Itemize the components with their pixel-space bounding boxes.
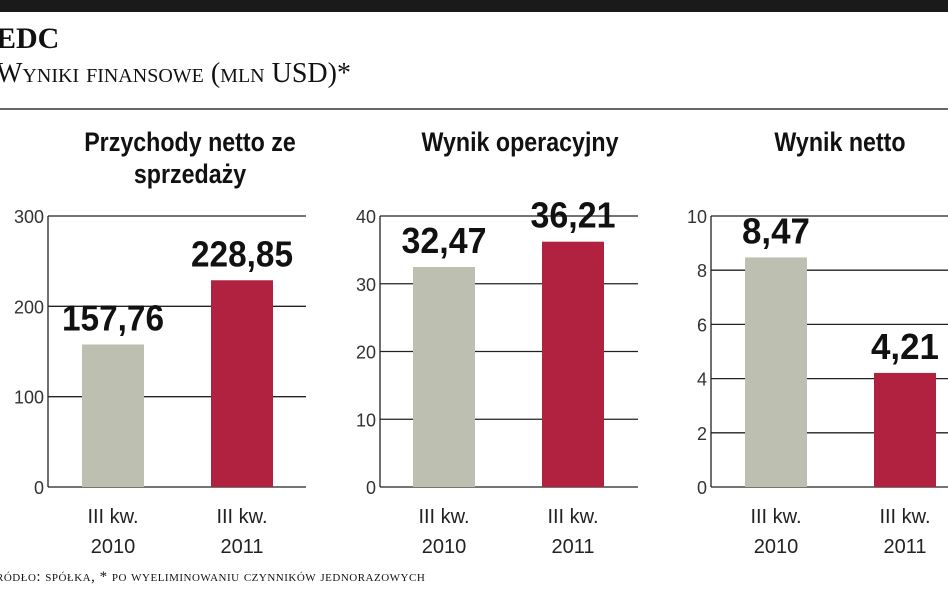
y-tick-label: 0 [366,478,376,498]
x-tick-label: 2011 [220,536,263,558]
y-tick-label: 300 [14,207,44,227]
data-label: 36,21 [531,195,616,236]
data-label: 32,47 [402,220,487,261]
y-tick-label: 200 [14,297,44,317]
x-tick-label: 2010 [91,536,136,558]
bar [82,344,144,487]
x-tick-label: 2010 [754,536,799,558]
y-tick-label: 100 [14,388,44,408]
y-tick-label: 4 [697,370,707,390]
y-tick-label: 20 [356,343,376,363]
data-label: 157,76 [62,297,164,338]
x-tick-label: 2010 [422,536,467,558]
x-tick-label: III kw. [879,506,930,528]
data-label: 8,47 [742,210,810,251]
x-tick-label: 2011 [883,536,926,558]
y-tick-label: 10 [356,410,376,430]
y-tick-label: 10 [687,207,707,227]
y-tick-label: 6 [697,315,707,335]
data-label: 4,21 [871,326,939,367]
x-tick-label: III kw. [216,506,267,528]
bar [874,372,936,487]
y-tick-label: 2 [697,424,707,444]
y-tick-label: 40 [356,207,376,227]
x-tick-label: III kw. [87,506,138,528]
bar [211,280,273,487]
x-tick-label: III kw. [750,506,801,528]
y-tick-label: 0 [34,478,44,498]
company-name: EDC [0,22,60,55]
bar [542,241,604,487]
panel-title-operating: Wynik operacyjny [421,127,619,157]
y-tick-label: 8 [697,261,707,281]
y-tick-label: 30 [356,275,376,295]
panel-title-revenue: Przychody netto ze sprzedaży [84,127,296,189]
x-tick-label: III kw. [547,506,598,528]
source-note: ródło: spółka, * po wyeliminowaniu czynn… [0,569,426,585]
figure-subtitle: Wyniki finansowe (mln USD)* [0,58,351,89]
panel-title-net: Wynik netto [774,127,906,157]
data-label: 228,85 [191,233,293,274]
x-tick-label: III kw. [418,506,469,528]
x-tick-label: 2011 [551,536,594,558]
header-rule [0,108,948,110]
bar [413,267,475,487]
y-tick-label: 0 [697,478,707,498]
bar [745,257,807,487]
top-bar [0,0,948,12]
